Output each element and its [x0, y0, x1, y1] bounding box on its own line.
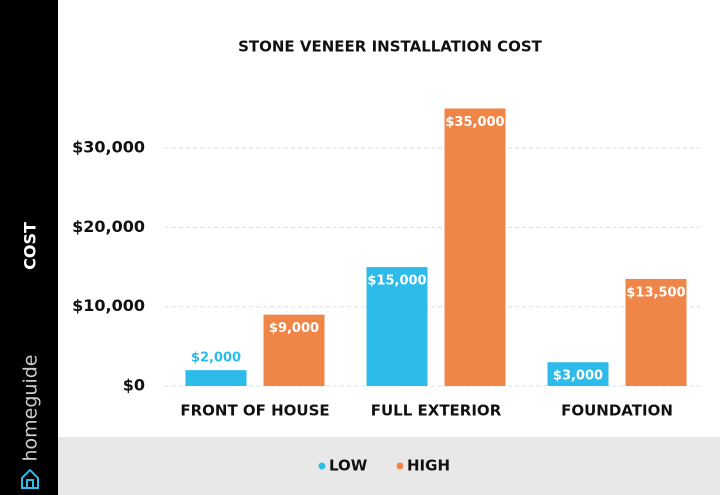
- bar: [263, 314, 325, 386]
- legend-band: [58, 437, 720, 495]
- legend-marker: [318, 462, 326, 470]
- sidebar: [0, 0, 58, 495]
- x-tick-label: FOUNDATION: [561, 402, 673, 420]
- chart-title: STONE VENEER INSTALLATION COST: [238, 38, 543, 56]
- y-axis-label: COST: [21, 222, 40, 270]
- value-label: $2,000: [191, 351, 241, 366]
- y-tick-label: $10,000: [72, 296, 145, 315]
- bar: [366, 267, 428, 386]
- bar: [547, 362, 609, 386]
- bar: [444, 108, 506, 386]
- value-label: $35,000: [445, 115, 504, 130]
- x-tick-label: FULL EXTERIOR: [371, 402, 502, 420]
- value-label: $15,000: [367, 274, 426, 289]
- value-label: $13,500: [626, 285, 685, 300]
- y-tick-label: $20,000: [72, 217, 145, 236]
- value-label: $9,000: [269, 321, 319, 336]
- bar: [185, 370, 247, 386]
- bar: [625, 278, 687, 386]
- brand-icon: [21, 468, 39, 489]
- value-label: $3,000: [553, 369, 603, 384]
- legend-label: HIGH: [407, 457, 450, 475]
- y-tick-label: $30,000: [72, 138, 145, 157]
- legend-marker: [396, 462, 404, 470]
- x-tick-label: FRONT OF HOUSE: [180, 402, 329, 420]
- brand: homeguide: [20, 355, 42, 462]
- y-tick-label: $0: [123, 376, 145, 395]
- legend-label: LOW: [329, 457, 368, 475]
